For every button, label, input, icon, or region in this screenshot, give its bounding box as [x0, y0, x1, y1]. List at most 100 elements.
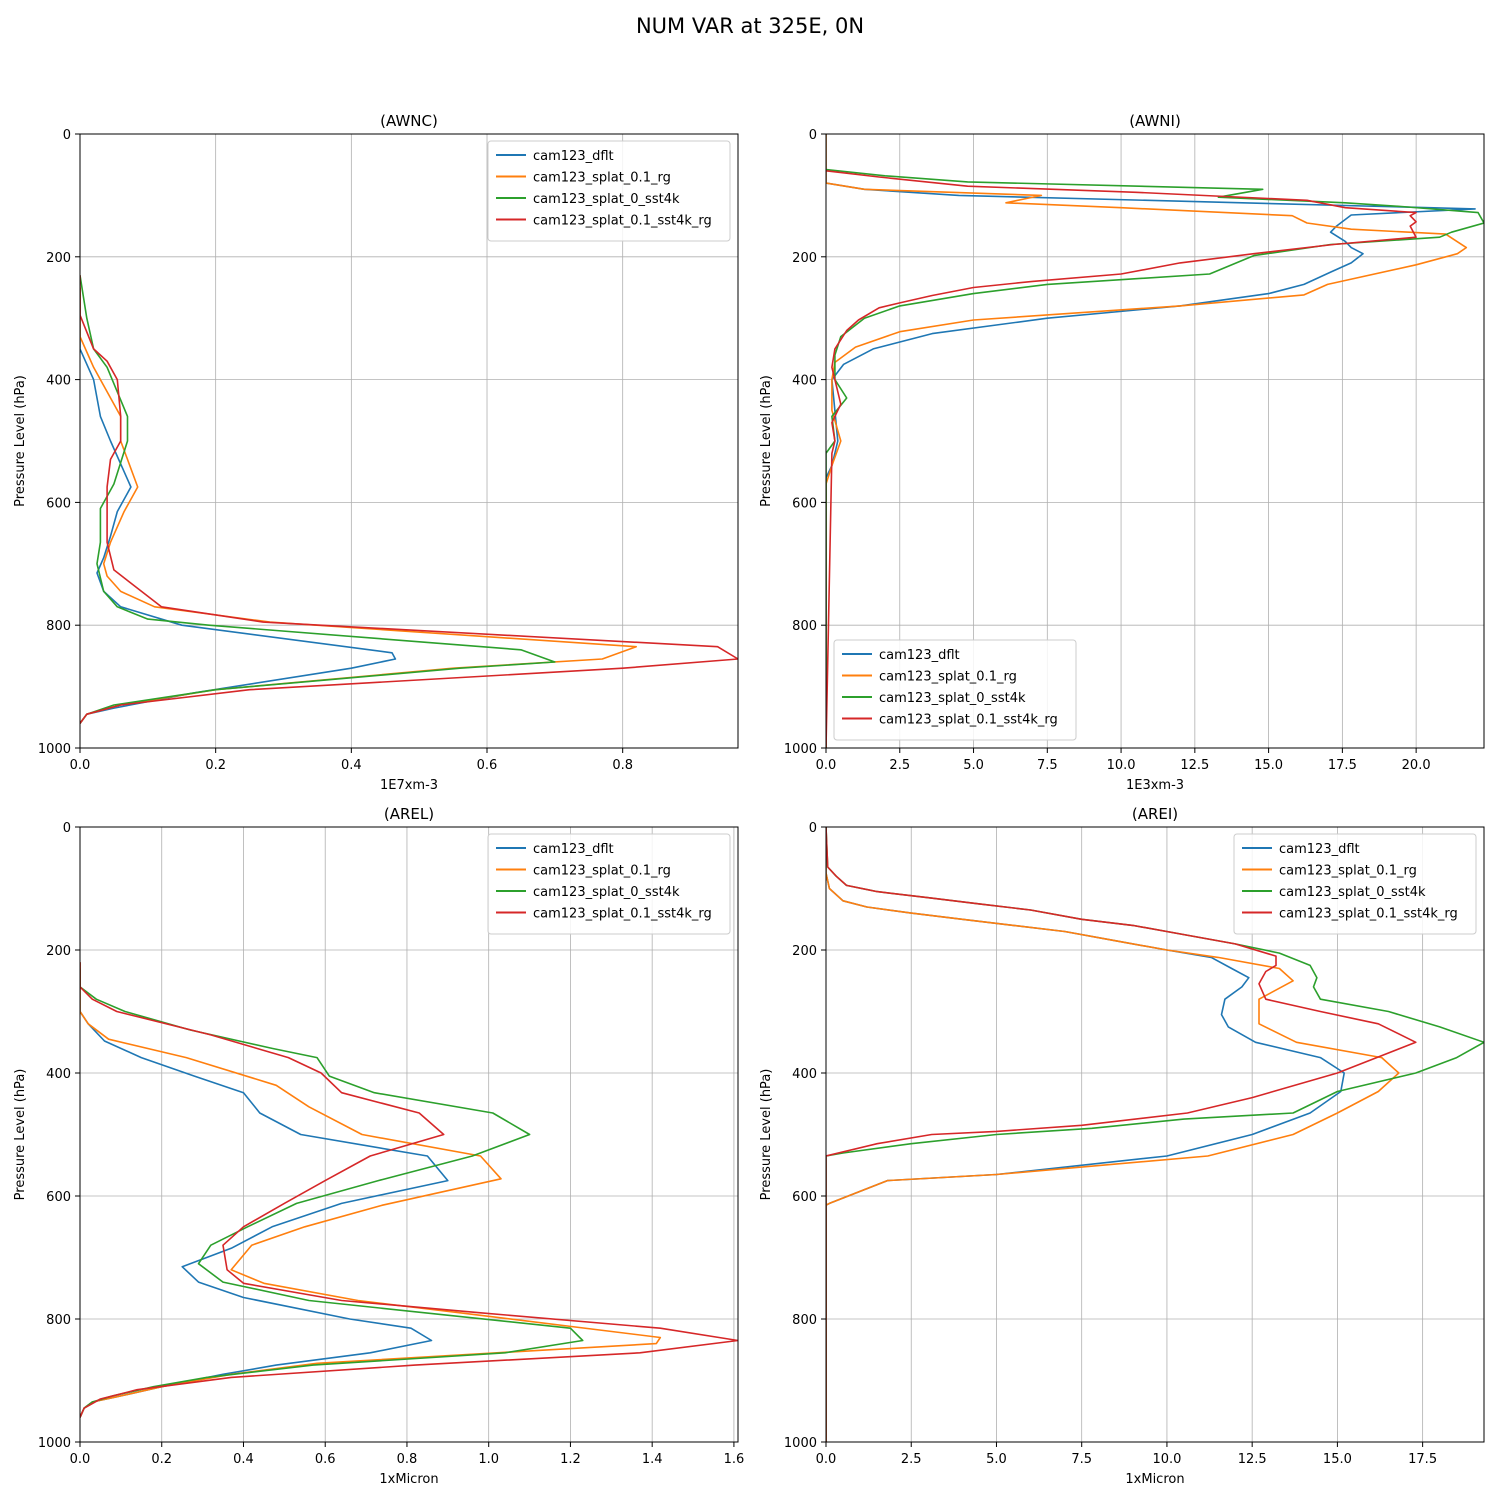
x-tick-label: 1.6 — [724, 1452, 745, 1467]
plot-frame — [79, 133, 739, 749]
y-tick-label: 1000 — [38, 742, 71, 757]
x-tick-label: 0.0 — [816, 1452, 837, 1467]
series-line-cam123_dflt — [80, 962, 449, 1418]
y-tick-label: 600 — [792, 496, 817, 511]
x-tick-label: 0.8 — [397, 1452, 418, 1467]
legend-label: cam123_splat_0_sst4k — [1279, 885, 1426, 900]
chart-panel-1: 0.0 0.2 0.4 0.6 0.8 0 200 400 600 800 1000 (AWNC) 1E… — [13, 112, 739, 793]
x-tick-label: 1.2 — [560, 1452, 581, 1467]
legend: cam123_dflt cam123_splat_0.1_rg cam123_spl… — [1233, 833, 1477, 935]
x-tick-label: 0.2 — [151, 1452, 172, 1467]
legend-label: cam123_splat_0.1_rg — [533, 864, 671, 879]
series-line-cam123_splat_0.1_rg — [826, 827, 1400, 1442]
y-axis-label: Pressure Level (hPa) — [13, 1069, 28, 1201]
y-tick-label: 400 — [792, 374, 817, 389]
chart-panel-4: 0.0 2.5 5.0 7.5 10.0 12.5 15.0 17.5 0 200 400 600 80… — [759, 805, 1485, 1487]
legend-box — [833, 639, 1077, 741]
x-tick-label: 1.4 — [642, 1452, 663, 1467]
legend-box — [487, 833, 731, 935]
chart-panel-3: 0.0 0.2 0.4 0.6 0.8 1.0 1.2 1.4 1.6 0 200 400 600 800… — [13, 805, 744, 1487]
x-axis-label: 1E3xm-3 — [1126, 778, 1184, 793]
x-tick-label: 17.5 — [1408, 1452, 1437, 1467]
legend-label: cam123_splat_0.1_rg — [533, 171, 671, 186]
legend-box — [1233, 833, 1477, 935]
x-tick-label: 17.5 — [1328, 758, 1357, 773]
y-tick-label: 1000 — [784, 1436, 817, 1451]
legend-label: cam123_splat_0.1_sst4k_rg — [1279, 907, 1458, 922]
x-tick-label: 15.0 — [1323, 1452, 1352, 1467]
x-tick-label: 10.0 — [1152, 1452, 1181, 1467]
chart-panel-2: 0.0 2.5 5.0 7.5 10.0 12.5 15.0 17.5 20.0 0 200 400 6… — [759, 112, 1485, 793]
x-tick-label: 7.5 — [1037, 758, 1058, 773]
series-line-cam123_splat_0.1_sst4k_rg — [826, 170, 1417, 748]
legend-label: cam123_dflt — [879, 648, 960, 663]
y-tick-label: 200 — [46, 251, 71, 266]
series-line-cam123_splat_0_sst4k — [80, 968, 584, 1418]
series-line-cam123_splat_0_sst4k — [826, 168, 1484, 748]
y-tick-label: 400 — [46, 1067, 71, 1082]
x-tick-label: 0.0 — [70, 758, 91, 773]
y-tick-label: 800 — [46, 1313, 71, 1328]
legend-label: cam123_splat_0.1_rg — [1279, 864, 1417, 879]
chart-title: (AREI) — [1132, 805, 1178, 823]
x-tick-label: 10.0 — [1107, 758, 1136, 773]
x-tick-label: 0.4 — [341, 758, 362, 773]
figure-title: NUM VAR at 325E, 0N — [635, 14, 865, 38]
plot-frame — [825, 133, 1485, 749]
x-axis-label: 1xMicron — [1125, 1472, 1184, 1487]
y-axis-label: Pressure Level (hPa) — [13, 375, 28, 507]
x-tick-label: 2.5 — [889, 758, 910, 773]
series-line-cam123_splat_0.1_rg — [80, 962, 662, 1418]
y-tick-label: 400 — [46, 374, 71, 389]
legend-label: cam123_splat_0.1_sst4k_rg — [879, 713, 1058, 728]
y-tick-label: 600 — [46, 1190, 71, 1205]
x-tick-label: 5.0 — [963, 758, 984, 773]
plot-frame — [79, 826, 739, 1443]
y-tick-label: 1000 — [784, 742, 817, 757]
y-tick-label: 200 — [792, 251, 817, 266]
x-tick-label: 0.8 — [612, 758, 633, 773]
x-tick-label: 15.0 — [1254, 758, 1283, 773]
y-tick-label: 1000 — [38, 1436, 71, 1451]
y-tick-label: 800 — [792, 1313, 817, 1328]
series-line-cam123_splat_0.1_sst4k_rg — [826, 827, 1417, 1442]
x-tick-label: 0.6 — [315, 1452, 336, 1467]
y-tick-label: 600 — [792, 1190, 817, 1205]
legend-label: cam123_splat_0.1_sst4k_rg — [533, 907, 712, 922]
legend-label: cam123_splat_0.1_rg — [879, 670, 1017, 685]
x-tick-label: 7.5 — [1071, 1452, 1092, 1467]
legend-box — [487, 140, 731, 242]
legend-label: cam123_splat_0.1_sst4k_rg — [533, 214, 712, 229]
legend-label: cam123_splat_0_sst4k — [533, 885, 680, 900]
series-line-cam123_splat_0.1_sst4k_rg — [80, 962, 738, 1418]
chart-title: (AWNC) — [380, 112, 438, 130]
series-line-cam123_splat_0_sst4k — [80, 275, 556, 724]
y-axis-label: Pressure Level (hPa) — [759, 1069, 774, 1201]
y-tick-label: 400 — [792, 1067, 817, 1082]
x-axis-label: 1E7xm-3 — [380, 778, 438, 793]
legend: cam123_dflt cam123_splat_0.1_rg cam123_spl… — [487, 140, 731, 242]
x-tick-label: 0.0 — [816, 758, 837, 773]
x-axis-label: 1xMicron — [379, 1472, 438, 1487]
y-tick-label: 0 — [63, 128, 71, 143]
x-tick-label: 1.0 — [478, 1452, 499, 1467]
legend-label: cam123_splat_0_sst4k — [533, 192, 680, 207]
x-tick-label: 0.4 — [233, 1452, 254, 1467]
legend-label: cam123_dflt — [1279, 842, 1360, 857]
legend: cam123_dflt cam123_splat_0.1_rg cam123_spl… — [833, 639, 1077, 741]
x-tick-label: 12.5 — [1180, 758, 1209, 773]
plot-frame — [825, 826, 1485, 1443]
x-tick-label: 12.5 — [1238, 1452, 1267, 1467]
y-tick-label: 200 — [46, 944, 71, 959]
y-tick-label: 0 — [809, 821, 817, 836]
y-axis-label: Pressure Level (hPa) — [759, 375, 774, 507]
y-tick-label: 800 — [46, 619, 71, 634]
x-tick-label: 20.0 — [1402, 758, 1431, 773]
x-tick-label: 0.2 — [205, 758, 226, 773]
chart-title: (AWNI) — [1129, 112, 1181, 130]
x-tick-label: 0.6 — [477, 758, 498, 773]
chart-title: (AREL) — [384, 805, 434, 823]
y-tick-label: 600 — [46, 496, 71, 511]
